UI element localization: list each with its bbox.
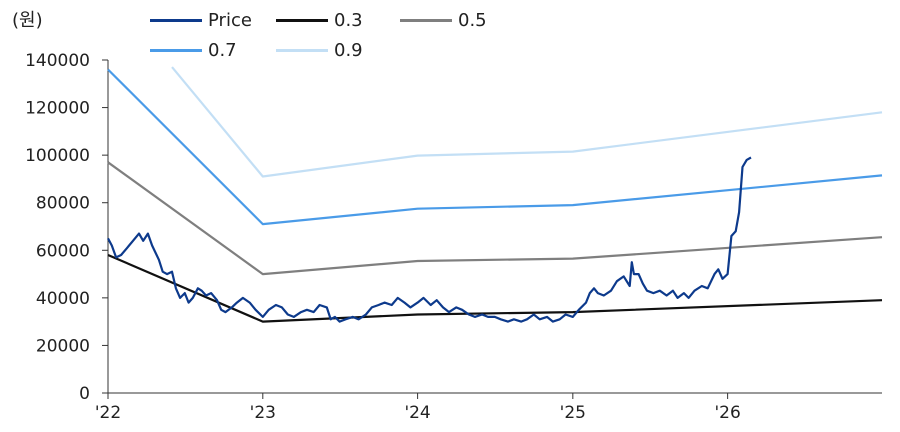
series-layer bbox=[107, 66, 883, 323]
series-line-price bbox=[107, 156, 752, 323]
y-tick-label: 40000 bbox=[36, 289, 90, 309]
legend-label-price: Price bbox=[208, 10, 252, 31]
series-line-0-7 bbox=[107, 68, 883, 226]
x-tick-label: '26 bbox=[714, 403, 740, 423]
y-tick-label: 80000 bbox=[36, 194, 90, 214]
x-tick-label: '22 bbox=[95, 403, 121, 423]
legend-label-0-5: 0.5 bbox=[458, 10, 487, 31]
series-line-0-9 bbox=[171, 66, 883, 178]
legend-swatch-0-3 bbox=[276, 19, 328, 22]
y-tick-label: 140000 bbox=[25, 51, 90, 71]
legend-swatch-0-7 bbox=[150, 49, 202, 52]
legend-item-0-7: 0.7 bbox=[150, 40, 237, 61]
x-tick-label: '25 bbox=[560, 403, 586, 423]
legend-swatch-0-9 bbox=[276, 49, 328, 52]
legend-item-0-9: 0.9 bbox=[276, 40, 363, 61]
series-line-0-3 bbox=[107, 253, 883, 323]
legend-swatch-price bbox=[150, 19, 202, 22]
y-tick-label: 120000 bbox=[25, 99, 90, 119]
y-tick-label: 0 bbox=[79, 384, 90, 404]
legend-label-0-9: 0.9 bbox=[334, 40, 363, 61]
legend-item-0-3: 0.3 bbox=[276, 10, 363, 31]
y-tick-label: 20000 bbox=[36, 336, 90, 356]
legend-swatch-0-5 bbox=[400, 19, 452, 22]
series-line-0-5 bbox=[107, 161, 883, 276]
y-tick-label: 60000 bbox=[36, 241, 90, 261]
x-tick-label: '24 bbox=[404, 403, 430, 423]
x-tick-label: '23 bbox=[250, 403, 276, 423]
legend-label-0-3: 0.3 bbox=[334, 10, 363, 31]
legend-item-price: Price bbox=[150, 10, 252, 31]
legend-item-0-5: 0.5 bbox=[400, 10, 487, 31]
y-tick-label: 100000 bbox=[25, 146, 90, 166]
axes: 0 20000 40000 60000 80000 100000 120000 140000 '… bbox=[25, 51, 882, 423]
legend-label-0-7: 0.7 bbox=[208, 40, 237, 61]
y-unit-label: (원) bbox=[12, 10, 43, 31]
